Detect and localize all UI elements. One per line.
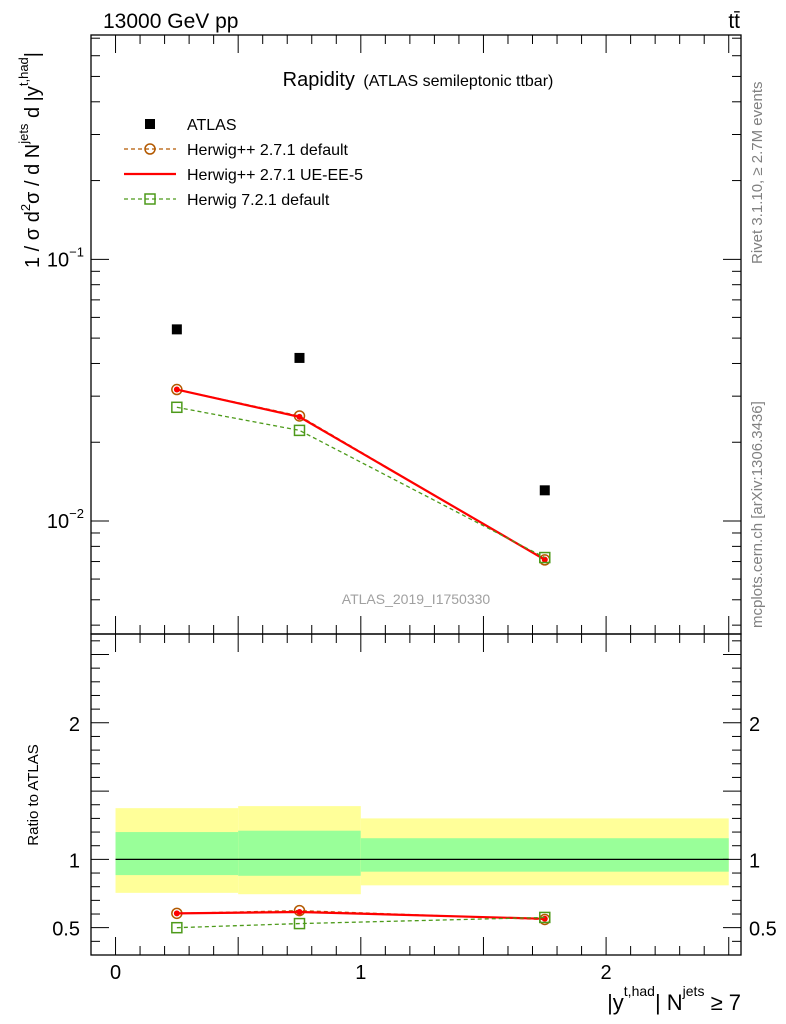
main-point-3-1 [293, 424, 306, 437]
main-ytick-label: 10−2 [47, 506, 84, 533]
main-point-2-1 [296, 413, 303, 420]
legend-marker-3 [144, 193, 156, 205]
ratio-ytick-label-left: 1 [69, 850, 80, 872]
ratio-y-axis-label: Ratio to ATLAS [25, 744, 42, 845]
main-point-3-0 [171, 401, 183, 414]
ratio-frame [90, 633, 742, 956]
axis-tick-labels: 10−2 10−1 0.5 0.5 1 1 2 2 0 1 2 [47, 244, 777, 984]
legend-label-0: ATLAS [187, 117, 237, 134]
xtick-label: 2 [601, 962, 612, 984]
main-point-0-2 [539, 485, 550, 496]
ratio-point-2-2 [539, 911, 551, 924]
mcplots-credit-label: mcplots.cern.ch [arXiv:1306.3436] [749, 401, 766, 628]
ratio-point-2-0 [171, 921, 183, 934]
ratio-ytick-label-left: 0.5 [52, 919, 80, 941]
axis-ticks [90, 35, 741, 955]
main-line-1 [176, 388, 546, 561]
main-point-3-2 [539, 551, 551, 564]
xtick-label: 0 [110, 962, 121, 984]
main-point-2-2 [541, 556, 548, 563]
svg-text:1 / σ d2σ / d Njets d |yt,had|: 1 / σ d2σ / d Njets d |yt,had| [16, 52, 44, 268]
ratio-point-1-1 [296, 908, 303, 915]
legend-label-3: Herwig 7.2.1 default [187, 192, 330, 209]
legend: ATLAS Herwig++ 2.7.1 default Herwig++ 2.7.… [124, 117, 363, 209]
main-point-0-0 [171, 324, 182, 335]
ratio-point-0-1 [293, 904, 306, 917]
ratio-ytick-label-left: 2 [69, 714, 80, 736]
x-axis-label: |yt,had| Njets ≥ 7 [607, 983, 741, 1015]
main-line-2 [176, 388, 546, 561]
ratio-line-2 [176, 916, 545, 929]
legend-marker-1 [144, 143, 156, 155]
process-label: tt̄ [728, 10, 740, 33]
svg-text:|yt,had| Njets ≥ 7: |yt,had| Njets ≥ 7 [607, 983, 741, 1015]
ratio-line-1 [176, 910, 545, 920]
xtick-label: 1 [355, 962, 366, 984]
main-point-2-0 [173, 386, 180, 393]
legend-label-1: Herwig++ 2.7.1 default [187, 142, 349, 159]
energy-label: 13000 GeV pp [103, 10, 238, 33]
ratio-ytick-label-right: 2 [749, 714, 760, 736]
main-line-3 [176, 406, 546, 559]
legend-marker-0 [145, 119, 155, 129]
uncertainty-bands [115, 806, 729, 895]
series-layer [171, 324, 551, 934]
ratio-point-2-1 [293, 917, 306, 930]
panel-frames [90, 34, 742, 956]
chart-title-main: Rapidity [283, 69, 355, 91]
ratio-ytick-label-right: 0.5 [749, 919, 777, 941]
chart-title: Rapidity (ATLAS semileptonic ttbar) [283, 69, 554, 91]
green-band [115, 832, 239, 876]
main-point-0-1 [294, 352, 305, 363]
ratio-ytick-label-right: 1 [749, 850, 760, 872]
rivet-version-label: Rivet 3.1.10, ≥ 2.7M events [749, 82, 766, 265]
green-band [360, 838, 729, 872]
ratio-point-1-2 [541, 915, 548, 922]
ratio-point-1-0 [173, 910, 180, 917]
legend-label-2: Herwig++ 2.7.1 UE-EE-5 [187, 167, 363, 184]
chart-title-sub: (ATLAS semileptonic ttbar) [363, 73, 553, 90]
analysis-watermark: ATLAS_2019_I1750330 [342, 591, 491, 607]
main-ytick-label: 10−1 [47, 244, 84, 271]
top-y-axis-label: 1 / σ d2σ / d Njets d |yt,had| [16, 52, 44, 268]
green-band [238, 830, 361, 876]
